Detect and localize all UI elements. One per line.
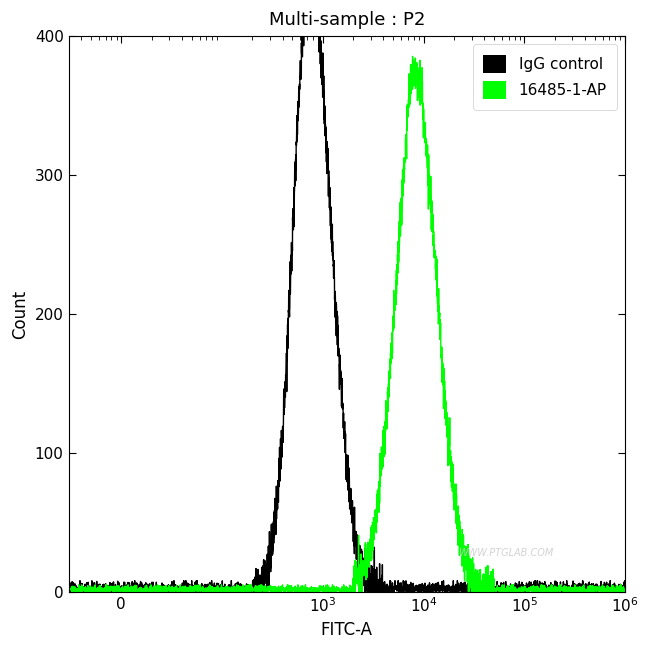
- Legend: IgG control, 16485-1-AP: IgG control, 16485-1-AP: [473, 44, 618, 110]
- X-axis label: FITC-A: FITC-A: [321, 621, 373, 639]
- Text: WWW.PTGLAB.COM: WWW.PTGLAB.COM: [458, 549, 553, 558]
- Y-axis label: Count: Count: [11, 289, 29, 339]
- Title: Multi-sample : P2: Multi-sample : P2: [268, 11, 425, 29]
